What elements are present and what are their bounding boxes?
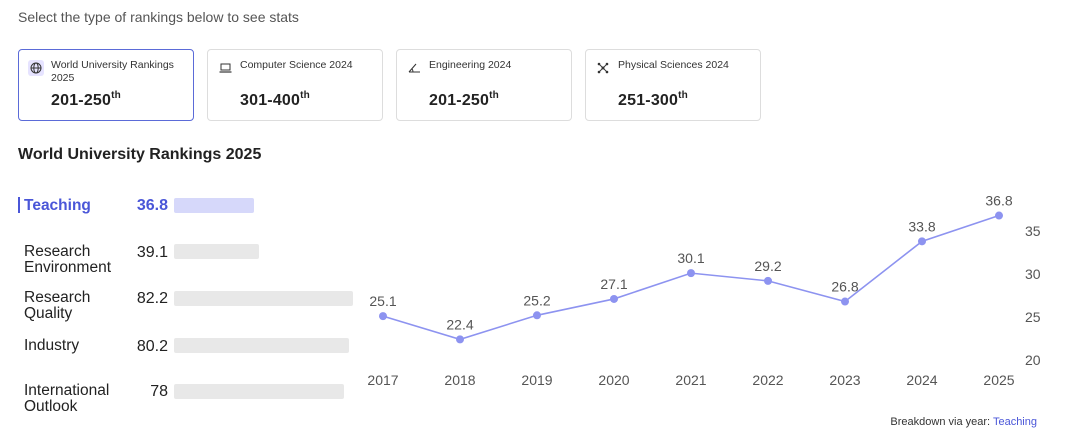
data-point [610, 294, 618, 303]
data-point [379, 312, 387, 321]
data-point [456, 335, 464, 344]
y-tick-label: 20 [1025, 352, 1041, 368]
metric-value: 78 [150, 383, 168, 400]
metric-bar [174, 291, 353, 306]
card-label: Computer Science 2024 [240, 59, 353, 71]
data-point [764, 276, 772, 285]
data-label: 36.8 [985, 193, 1012, 209]
x-tick-label: 2023 [829, 372, 860, 388]
data-label: 25.1 [369, 293, 396, 309]
metric-teaching[interactable]: Teaching 36.8 [18, 197, 358, 233]
data-label: 33.8 [908, 218, 935, 234]
y-tick-label: 35 [1025, 223, 1041, 239]
series-line [382, 214, 1000, 341]
x-tick-label: 2025 [983, 372, 1014, 388]
metric-bar [174, 338, 349, 353]
metric-value: 80.2 [136, 338, 168, 355]
footer-prefix: Breakdown via year: [890, 416, 993, 428]
teaching-line-chart: 25.1 22.4 25.2 27.1 30.1 29.2 26.8 33.8 36.8 2017… [367, 193, 1041, 388]
globe-icon [28, 60, 44, 76]
card-engineering[interactable]: Engineering 2024 201-250th [396, 49, 572, 121]
metric-industry[interactable]: Industry 80.2 [18, 338, 358, 374]
card-label: World University Rankings 2025 [51, 59, 174, 84]
data-label: 26.8 [831, 279, 858, 295]
metric-value: 82.2 [136, 290, 168, 307]
data-label: 27.1 [600, 276, 627, 292]
card-value: 301-400th [240, 90, 310, 109]
metric-value: 39.1 [136, 244, 168, 261]
metric-research-environment[interactable]: Research Environment 39.1 [18, 244, 358, 280]
x-tick-label: 2019 [521, 372, 552, 388]
metric-bar [174, 384, 344, 399]
data-point [533, 311, 541, 320]
breakdown-footer: Breakdown via year: Teaching [890, 416, 1037, 428]
data-point [995, 211, 1003, 220]
metric-international-outlook[interactable]: International Outlook 78 [18, 383, 358, 419]
card-value: 201-250th [51, 90, 121, 109]
x-tick-label: 2017 [367, 372, 398, 388]
laptop-icon [217, 60, 233, 76]
card-computer-science[interactable]: Computer Science 2024 301-400th [207, 49, 383, 121]
x-tick-label: 2020 [598, 372, 629, 388]
data-label: 25.2 [523, 292, 550, 308]
data-point [918, 237, 926, 246]
card-world-university-rankings[interactable]: World University Rankings 2025 201-250th [18, 49, 194, 121]
metric-value: 36.8 [136, 197, 168, 214]
protractor-icon [406, 60, 422, 76]
y-tick-label: 25 [1025, 309, 1041, 325]
section-title: World University Rankings 2025 [18, 146, 262, 163]
metric-research-quality[interactable]: Research Quality 82.2 [18, 290, 358, 326]
data-label: 22.4 [446, 316, 473, 332]
card-value: 251-300th [618, 90, 688, 109]
x-tick-label: 2022 [752, 372, 783, 388]
x-tick-label: 2021 [675, 372, 706, 388]
metric-label: Teaching [24, 197, 91, 214]
metric-label: Research Environment [24, 243, 112, 276]
metric-label: International Outlook [24, 382, 110, 415]
metric-label: Industry [24, 337, 80, 354]
y-tick-label: 30 [1025, 266, 1041, 282]
breakdown-link[interactable]: Teaching [992, 416, 1037, 428]
x-tick-label: 2024 [906, 372, 937, 388]
atom-icon [595, 60, 611, 76]
intro-text: Select the type of rankings below to see… [18, 9, 299, 25]
card-label: Engineering 2024 [429, 59, 512, 71]
card-value: 201-250th [429, 90, 499, 109]
metric-label: Research Quality [24, 289, 91, 322]
data-label: 29.2 [754, 258, 781, 274]
metric-bar [174, 244, 259, 259]
metric-bar [174, 198, 254, 213]
data-point [687, 269, 695, 278]
card-physical-sciences[interactable]: Physical Sciences 2024 251-300th [585, 49, 761, 121]
card-label: Physical Sciences 2024 [618, 59, 729, 71]
data-point [841, 297, 849, 306]
x-tick-label: 2018 [444, 372, 475, 388]
data-label: 30.1 [677, 250, 704, 266]
active-indicator [18, 197, 20, 213]
